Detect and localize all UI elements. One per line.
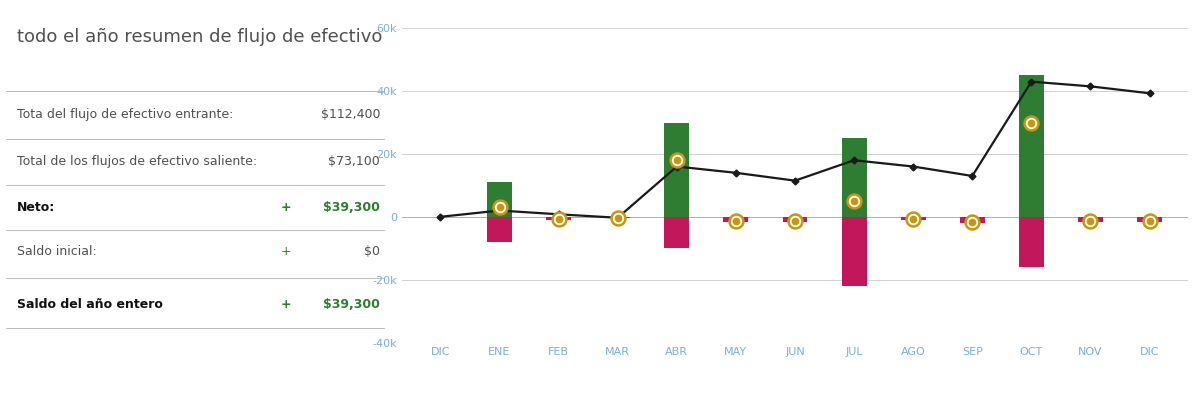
Text: $112,400: $112,400	[320, 108, 380, 121]
Text: Total de los flujos de efectivo saliente:: Total de los flujos de efectivo saliente…	[17, 155, 258, 168]
Text: $0: $0	[365, 245, 380, 258]
Bar	[960, 217, 985, 223]
Text: todo el año resumen de flujo de efectivo: todo el año resumen de flujo de efectivo	[17, 28, 383, 46]
Text: $39,300: $39,300	[323, 298, 380, 311]
Bar	[605, 217, 630, 218]
Bar	[841, 217, 866, 286]
Bar	[901, 217, 925, 220]
Text: $73,100: $73,100	[329, 155, 380, 168]
Text: Saldo inicial:: Saldo inicial:	[17, 245, 97, 258]
Text: +: +	[281, 245, 292, 258]
Bar	[487, 217, 512, 242]
Text: Neto:: Neto:	[17, 201, 55, 214]
Bar	[1138, 217, 1162, 222]
Bar	[487, 182, 512, 217]
Bar	[782, 217, 808, 222]
Bar	[665, 123, 689, 217]
Bar	[665, 217, 689, 248]
Bar	[1019, 75, 1044, 217]
Text: Tota del flujo de efectivo entrante:: Tota del flujo de efectivo entrante:	[17, 108, 234, 121]
Text: +: +	[281, 298, 292, 311]
Bar	[1019, 217, 1044, 267]
Text: $39,300: $39,300	[323, 201, 380, 214]
Bar	[546, 217, 571, 220]
Bar	[841, 138, 866, 217]
Bar	[724, 217, 749, 222]
Bar	[1078, 217, 1103, 222]
Text: +: +	[281, 201, 292, 214]
Text: Saldo del año entero: Saldo del año entero	[17, 298, 163, 311]
